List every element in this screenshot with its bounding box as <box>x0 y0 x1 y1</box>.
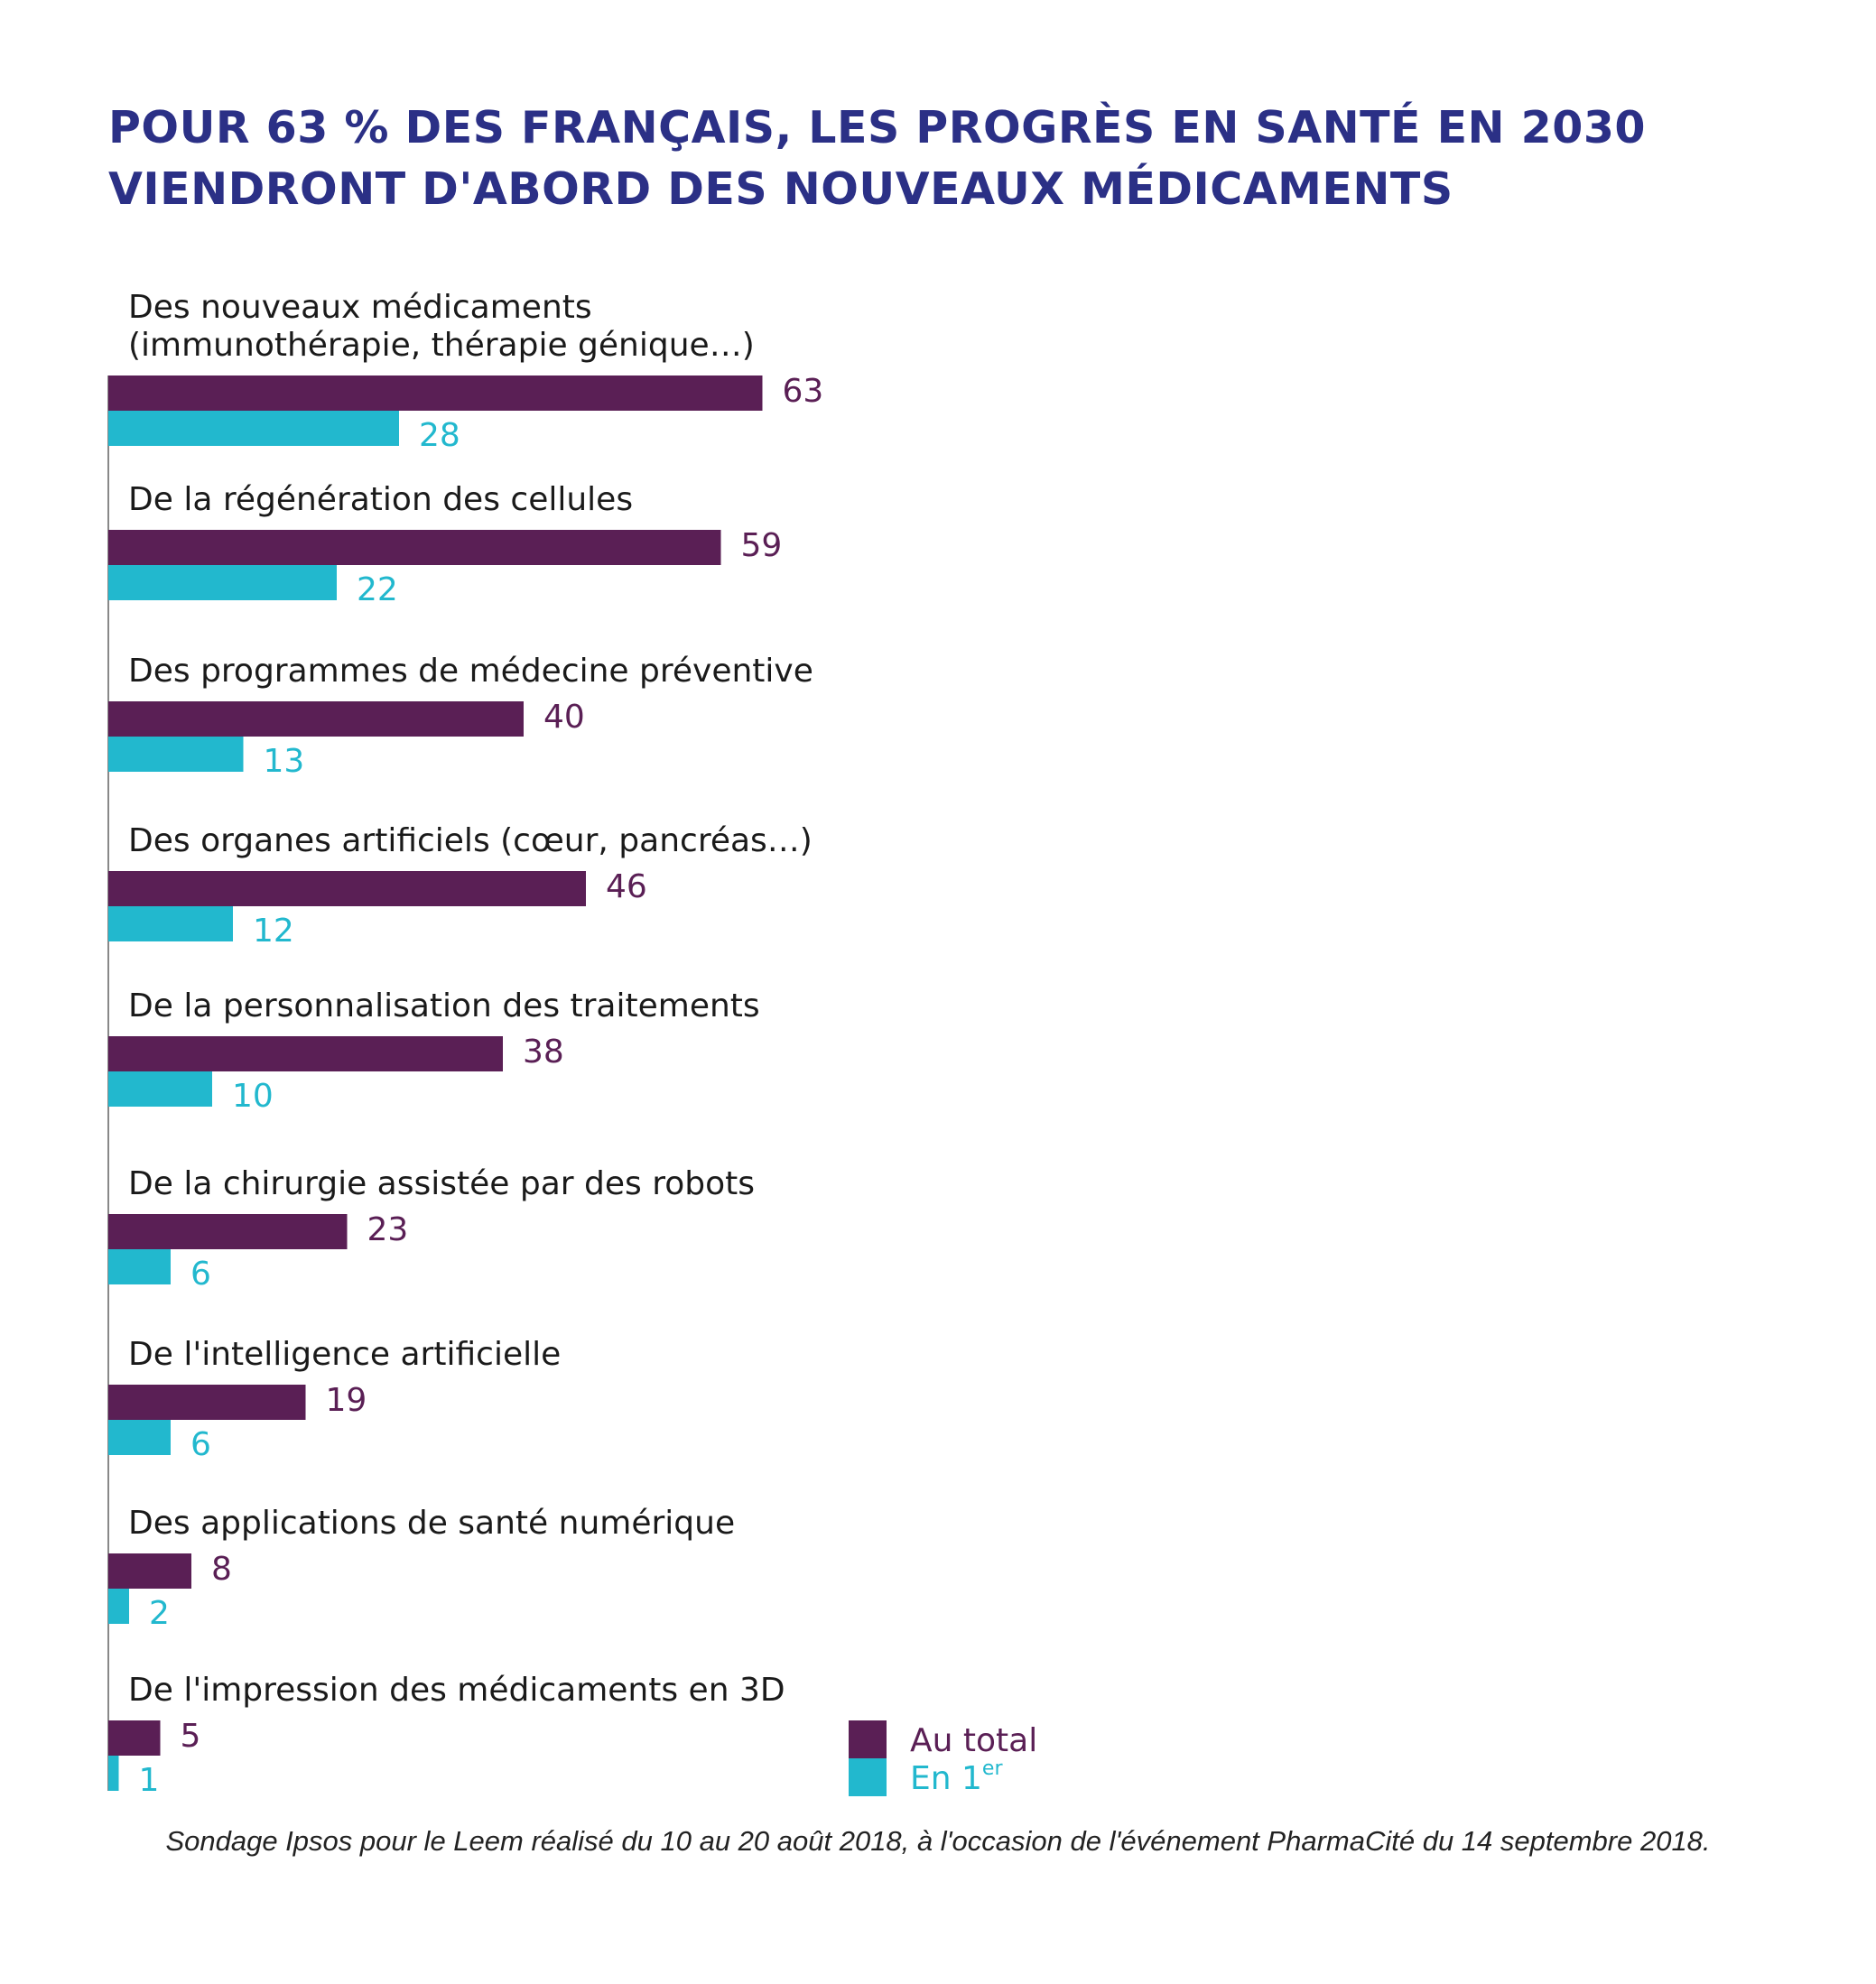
value-label-en-1er: 6 <box>190 1256 211 1293</box>
bar-en-1er <box>108 411 399 446</box>
bar-au-total <box>108 1385 306 1420</box>
category-label: Des applications de santé numérique <box>128 1505 735 1542</box>
category-label: Des programmes de médecine préventive <box>128 653 813 690</box>
bar-en-1er <box>108 1756 119 1791</box>
source-footnote: Sondage Ipsos pour le Leem réalisé du 10… <box>165 1825 1711 1857</box>
value-label-en-1er: 12 <box>253 913 294 950</box>
bar-en-1er <box>108 1420 171 1455</box>
category-label: Des organes artificiels (cœur, pancréas…… <box>128 822 813 859</box>
category-label: De la chirurgie assistée par des robots <box>128 1165 755 1202</box>
value-label-au-total: 46 <box>606 868 647 905</box>
chart-title-line-1: POUR 63 % DES FRANÇAIS, LES PROGRÈS EN S… <box>108 102 1647 153</box>
bar-au-total <box>108 1720 161 1756</box>
bar-au-total <box>108 1036 503 1071</box>
category-label: (immunothérapie, thérapie génique…) <box>128 327 755 364</box>
value-label-au-total: 19 <box>326 1382 367 1419</box>
bar-en-1er <box>108 565 337 600</box>
bar-au-total <box>108 1214 348 1249</box>
value-label-au-total: 63 <box>783 373 824 410</box>
legend-label-superscript: er <box>982 1757 1004 1780</box>
bar-au-total <box>108 1553 191 1589</box>
bar-en-1er <box>108 1589 129 1624</box>
legend-label-en-1er: En 1er <box>910 1757 1003 1797</box>
value-label-en-1er: 1 <box>139 1762 160 1799</box>
category-label: De l'intelligence artificielle <box>128 1336 561 1373</box>
legend-swatch-au-total <box>849 1720 887 1758</box>
bar-au-total <box>108 701 524 737</box>
category-label: De l'impression des médicaments en 3D <box>128 1672 785 1709</box>
chart-title: POUR 63 % DES FRANÇAIS, LES PROGRÈS EN S… <box>108 97 1733 220</box>
value-label-au-total: 5 <box>181 1718 201 1755</box>
bar-en-1er <box>108 1071 212 1107</box>
legend-label-au-total: Au total <box>910 1722 1037 1759</box>
value-label-au-total: 38 <box>523 1034 564 1071</box>
legend-swatch-en-1er <box>849 1758 887 1796</box>
value-label-au-total: 59 <box>741 527 783 564</box>
bar-en-1er <box>108 1249 171 1284</box>
value-label-en-1er: 6 <box>190 1426 211 1463</box>
bar-en-1er <box>108 737 244 772</box>
chart-title-line-2: VIENDRONT D'ABORD DES NOUVEAUX MÉDICAMEN… <box>108 163 1453 215</box>
category-label: Des nouveaux médicaments <box>128 289 592 326</box>
value-label-en-1er: 22 <box>357 571 398 608</box>
bar-en-1er <box>108 906 233 941</box>
value-label-au-total: 8 <box>211 1551 232 1588</box>
category-label: De la régénération des cellules <box>128 481 633 518</box>
value-label-en-1er: 13 <box>264 743 305 780</box>
bar-au-total <box>108 375 763 411</box>
category-label: De la personnalisation des traitements <box>128 987 760 1024</box>
value-label-en-1er: 2 <box>149 1595 170 1632</box>
value-label-en-1er: 10 <box>232 1078 274 1115</box>
bar-au-total <box>108 871 586 906</box>
value-label-au-total: 23 <box>367 1211 409 1248</box>
value-label-en-1er: 28 <box>419 417 460 454</box>
bar-au-total <box>108 530 721 565</box>
value-label-au-total: 40 <box>543 699 585 736</box>
